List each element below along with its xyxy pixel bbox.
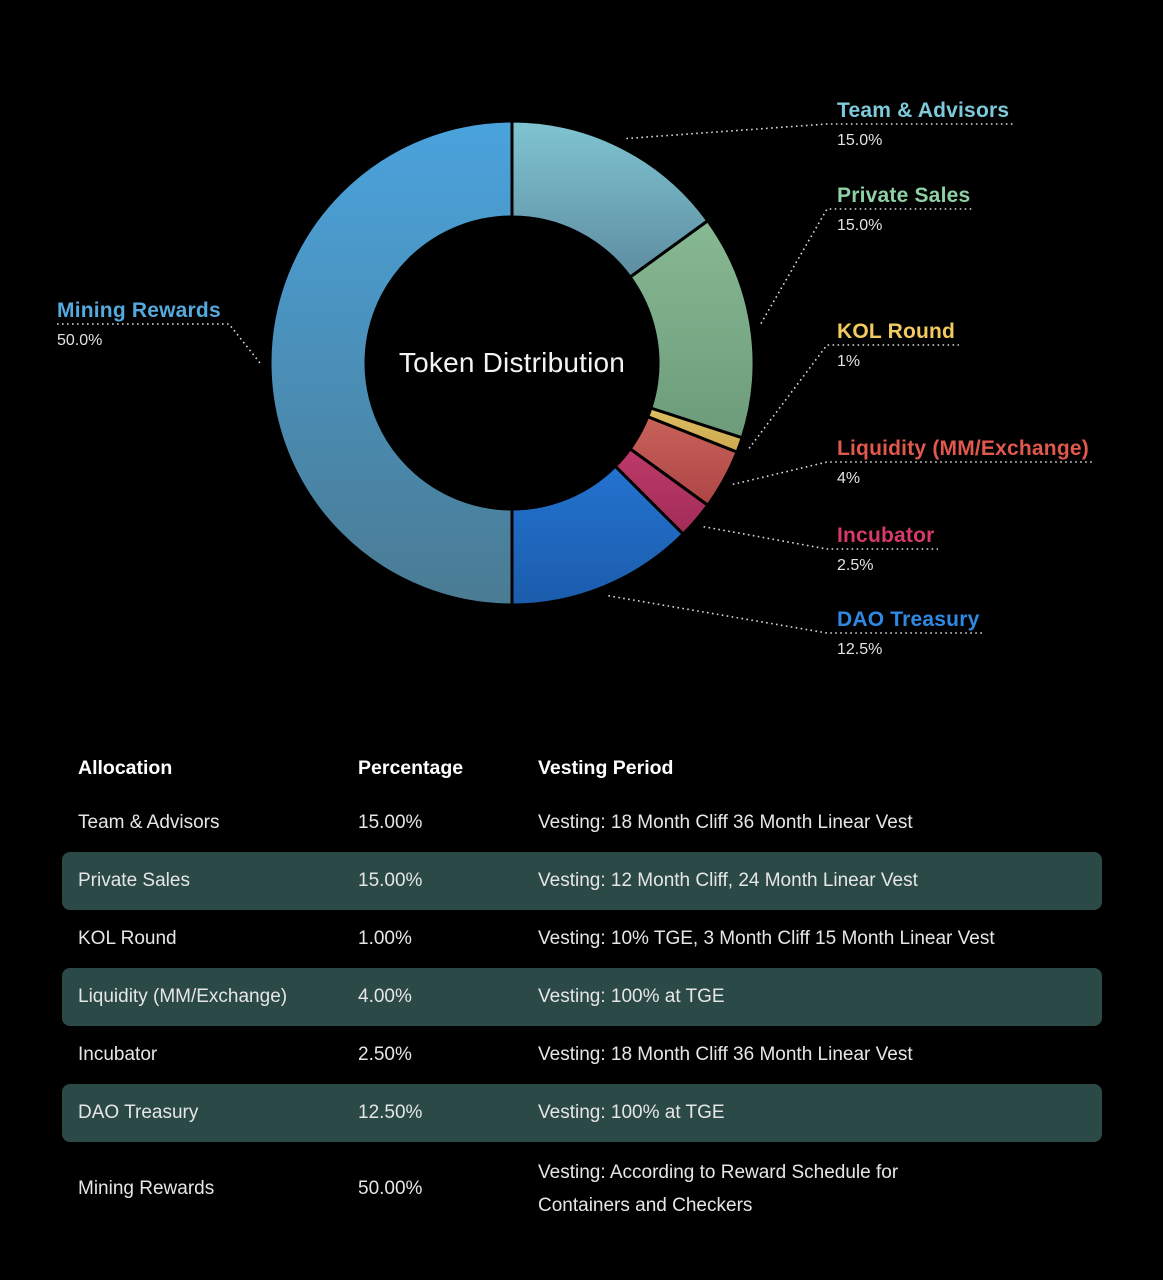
slice-label-pct: 12.5%	[837, 641, 883, 658]
slice-label-kol-round: KOL Round 1%	[837, 318, 955, 372]
cell-percentage: 4.00%	[358, 986, 412, 1007]
slice-label-mining-rewards: Mining Rewards 50.0%	[57, 297, 221, 351]
slice-label-text: Team & Advisors	[837, 99, 1010, 122]
slice-label-private-sales: Private Sales 15.0%	[837, 182, 970, 236]
slice-label-text: Liquidity (MM/Exchange)	[837, 437, 1089, 460]
table-row-team-advisors: Team & Advisors 15.00% Vesting: 18 Month…	[62, 794, 1102, 852]
slice-label-incubator: Incubator 2.5%	[837, 522, 934, 576]
cell-vesting: Vesting: According to Reward Schedule fo…	[538, 1161, 899, 1216]
slice-label-text: Incubator	[837, 524, 935, 547]
cell-allocation: Mining Rewards	[78, 1178, 215, 1199]
donut-chart	[57, 119, 1093, 634]
cell-vesting: Vesting: 12 Month Cliff, 24 Month Linear…	[538, 870, 918, 892]
slice-label-liquidity: Liquidity (MM/Exchange) 4%	[837, 435, 1089, 489]
cell-vesting: Vesting: 100% at TGE	[538, 986, 725, 1008]
leader-line-0	[626, 123, 1013, 140]
slice-label-team-advisors: Team & Advisors 15.0%	[837, 97, 1009, 151]
cell-vesting: Vesting: 100% at TGE	[538, 1102, 725, 1124]
slice-label-pct: 1%	[837, 353, 861, 370]
table-row-incubator: Incubator 2.50% Vesting: 18 Month Cliff …	[62, 1026, 1102, 1084]
cell-percentage: 2.50%	[358, 1044, 412, 1065]
leader-line-4	[703, 525, 938, 550]
cell-allocation: Liquidity (MM/Exchange)	[78, 986, 288, 1007]
donut-chart-area: Token Distribution Team & Advisors 15.0%…	[57, 97, 1093, 660]
slice-label-text: DAO Treasury	[837, 608, 980, 631]
header-allocation: Allocation	[78, 756, 173, 779]
cell-vesting: Vesting: 18 Month Cliff 36 Month Linear …	[538, 1044, 913, 1066]
leader-line-6	[57, 323, 261, 364]
table-row-mining-rewards: Mining Rewards 50.00% Vesting: According…	[62, 1142, 1102, 1236]
cell-vesting: Vesting: 10% TGE, 3 Month Cliff 15 Month…	[538, 928, 995, 950]
cell-percentage: 12.50%	[358, 1102, 423, 1123]
header-percentage: Percentage	[358, 756, 464, 779]
chart-title: Token Distribution	[398, 347, 626, 378]
header-vesting: Vesting Period	[538, 756, 674, 779]
slice-label-dao-treasury: DAO Treasury 12.5%	[837, 606, 979, 660]
table-row-dao-treasury: DAO Treasury 12.50% Vesting: 100% at TGE	[62, 1084, 1102, 1142]
cell-allocation: Private Sales	[78, 870, 190, 891]
slice-label-pct: 15.0%	[837, 132, 883, 149]
cell-allocation: Incubator	[78, 1044, 158, 1065]
table-row-liquidity: Liquidity (MM/Exchange) 4.00% Vesting: 1…	[62, 968, 1102, 1026]
slice-label-text: KOL Round	[837, 320, 956, 343]
slice-label-pct: 15.0%	[837, 217, 883, 234]
cell-percentage: 15.00%	[358, 812, 423, 833]
slice-label-pct: 2.5%	[837, 557, 874, 574]
cell-allocation: Team & Advisors	[78, 812, 220, 833]
slice-label-text: Private Sales	[837, 184, 971, 207]
cell-percentage: 15.00%	[358, 870, 423, 891]
donut-slice-6	[268, 119, 514, 607]
table-row-private-sales: Private Sales 15.00% Vesting: 12 Month C…	[62, 852, 1102, 910]
table-row-kol-round: KOL Round 1.00% Vesting: 10% TGE, 3 Mont…	[62, 910, 1102, 968]
allocation-table: Allocation Percentage Vesting Period Tea…	[62, 742, 1102, 1236]
table-header: Allocation Percentage Vesting Period	[62, 742, 1102, 794]
cell-allocation: KOL Round	[78, 928, 177, 949]
slice-label-pct: 50.0%	[57, 332, 103, 349]
leader-line-1	[760, 208, 974, 324]
cell-percentage: 1.00%	[358, 928, 412, 949]
cell-percentage: 50.00%	[358, 1178, 423, 1199]
leader-line-5	[608, 595, 983, 634]
slice-label-text: Mining Rewards	[57, 299, 221, 322]
cell-vesting: Vesting: 18 Month Cliff 36 Month Linear …	[538, 812, 913, 834]
cell-allocation: DAO Treasury	[78, 1102, 199, 1123]
slice-label-pct: 4%	[837, 470, 861, 487]
